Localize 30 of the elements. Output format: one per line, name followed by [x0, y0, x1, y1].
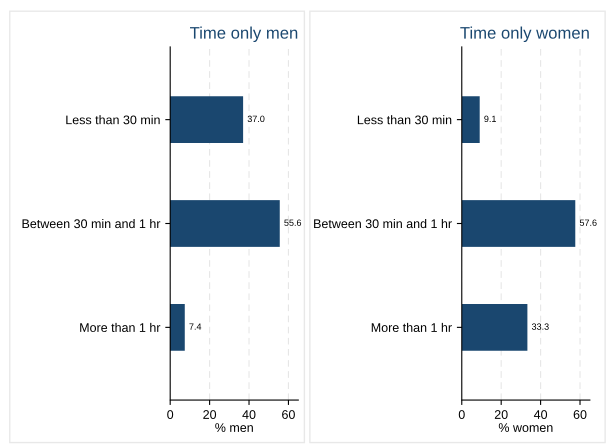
- x-tick-label: 20: [203, 410, 216, 419]
- bar: [170, 304, 185, 351]
- x-tick-label: 40: [242, 410, 256, 419]
- y-tick-label: Between 30 min and 1 hr: [22, 218, 160, 228]
- y-tick-label: Less than 30 min: [66, 115, 160, 124]
- chart-title: Time only women: [460, 26, 589, 42]
- x-axis-title: % women: [498, 423, 552, 432]
- x-tick-label: 40: [534, 410, 548, 419]
- x-tick-label: 0: [458, 410, 465, 419]
- y-tick-label: Between 30 min and 1 hr: [314, 218, 452, 228]
- y-tick-label: More than 1 hr: [372, 322, 452, 332]
- x-tick-label: 20: [494, 410, 508, 419]
- data-label: 7.4: [189, 323, 202, 330]
- data-label: 9.1: [484, 116, 496, 122]
- x-tick-label: 60: [574, 410, 586, 419]
- bar: [462, 200, 576, 247]
- x-tick-label: 60: [282, 410, 295, 419]
- bar: [462, 96, 480, 144]
- data-label: 57.6: [580, 220, 597, 226]
- x-tick-label: 0: [167, 410, 174, 419]
- chart-title: Time only men: [190, 26, 298, 42]
- bar: [170, 96, 244, 144]
- data-label: 33.3: [532, 323, 549, 330]
- y-tick-label: Less than 30 min: [358, 115, 452, 124]
- data-label: 55.6: [284, 220, 302, 226]
- bar: [462, 304, 528, 351]
- bar: [170, 200, 280, 247]
- y-tick-label: More than 1 hr: [80, 322, 160, 332]
- data-label: 37.0: [248, 116, 264, 122]
- x-axis-title: % men: [215, 423, 253, 432]
